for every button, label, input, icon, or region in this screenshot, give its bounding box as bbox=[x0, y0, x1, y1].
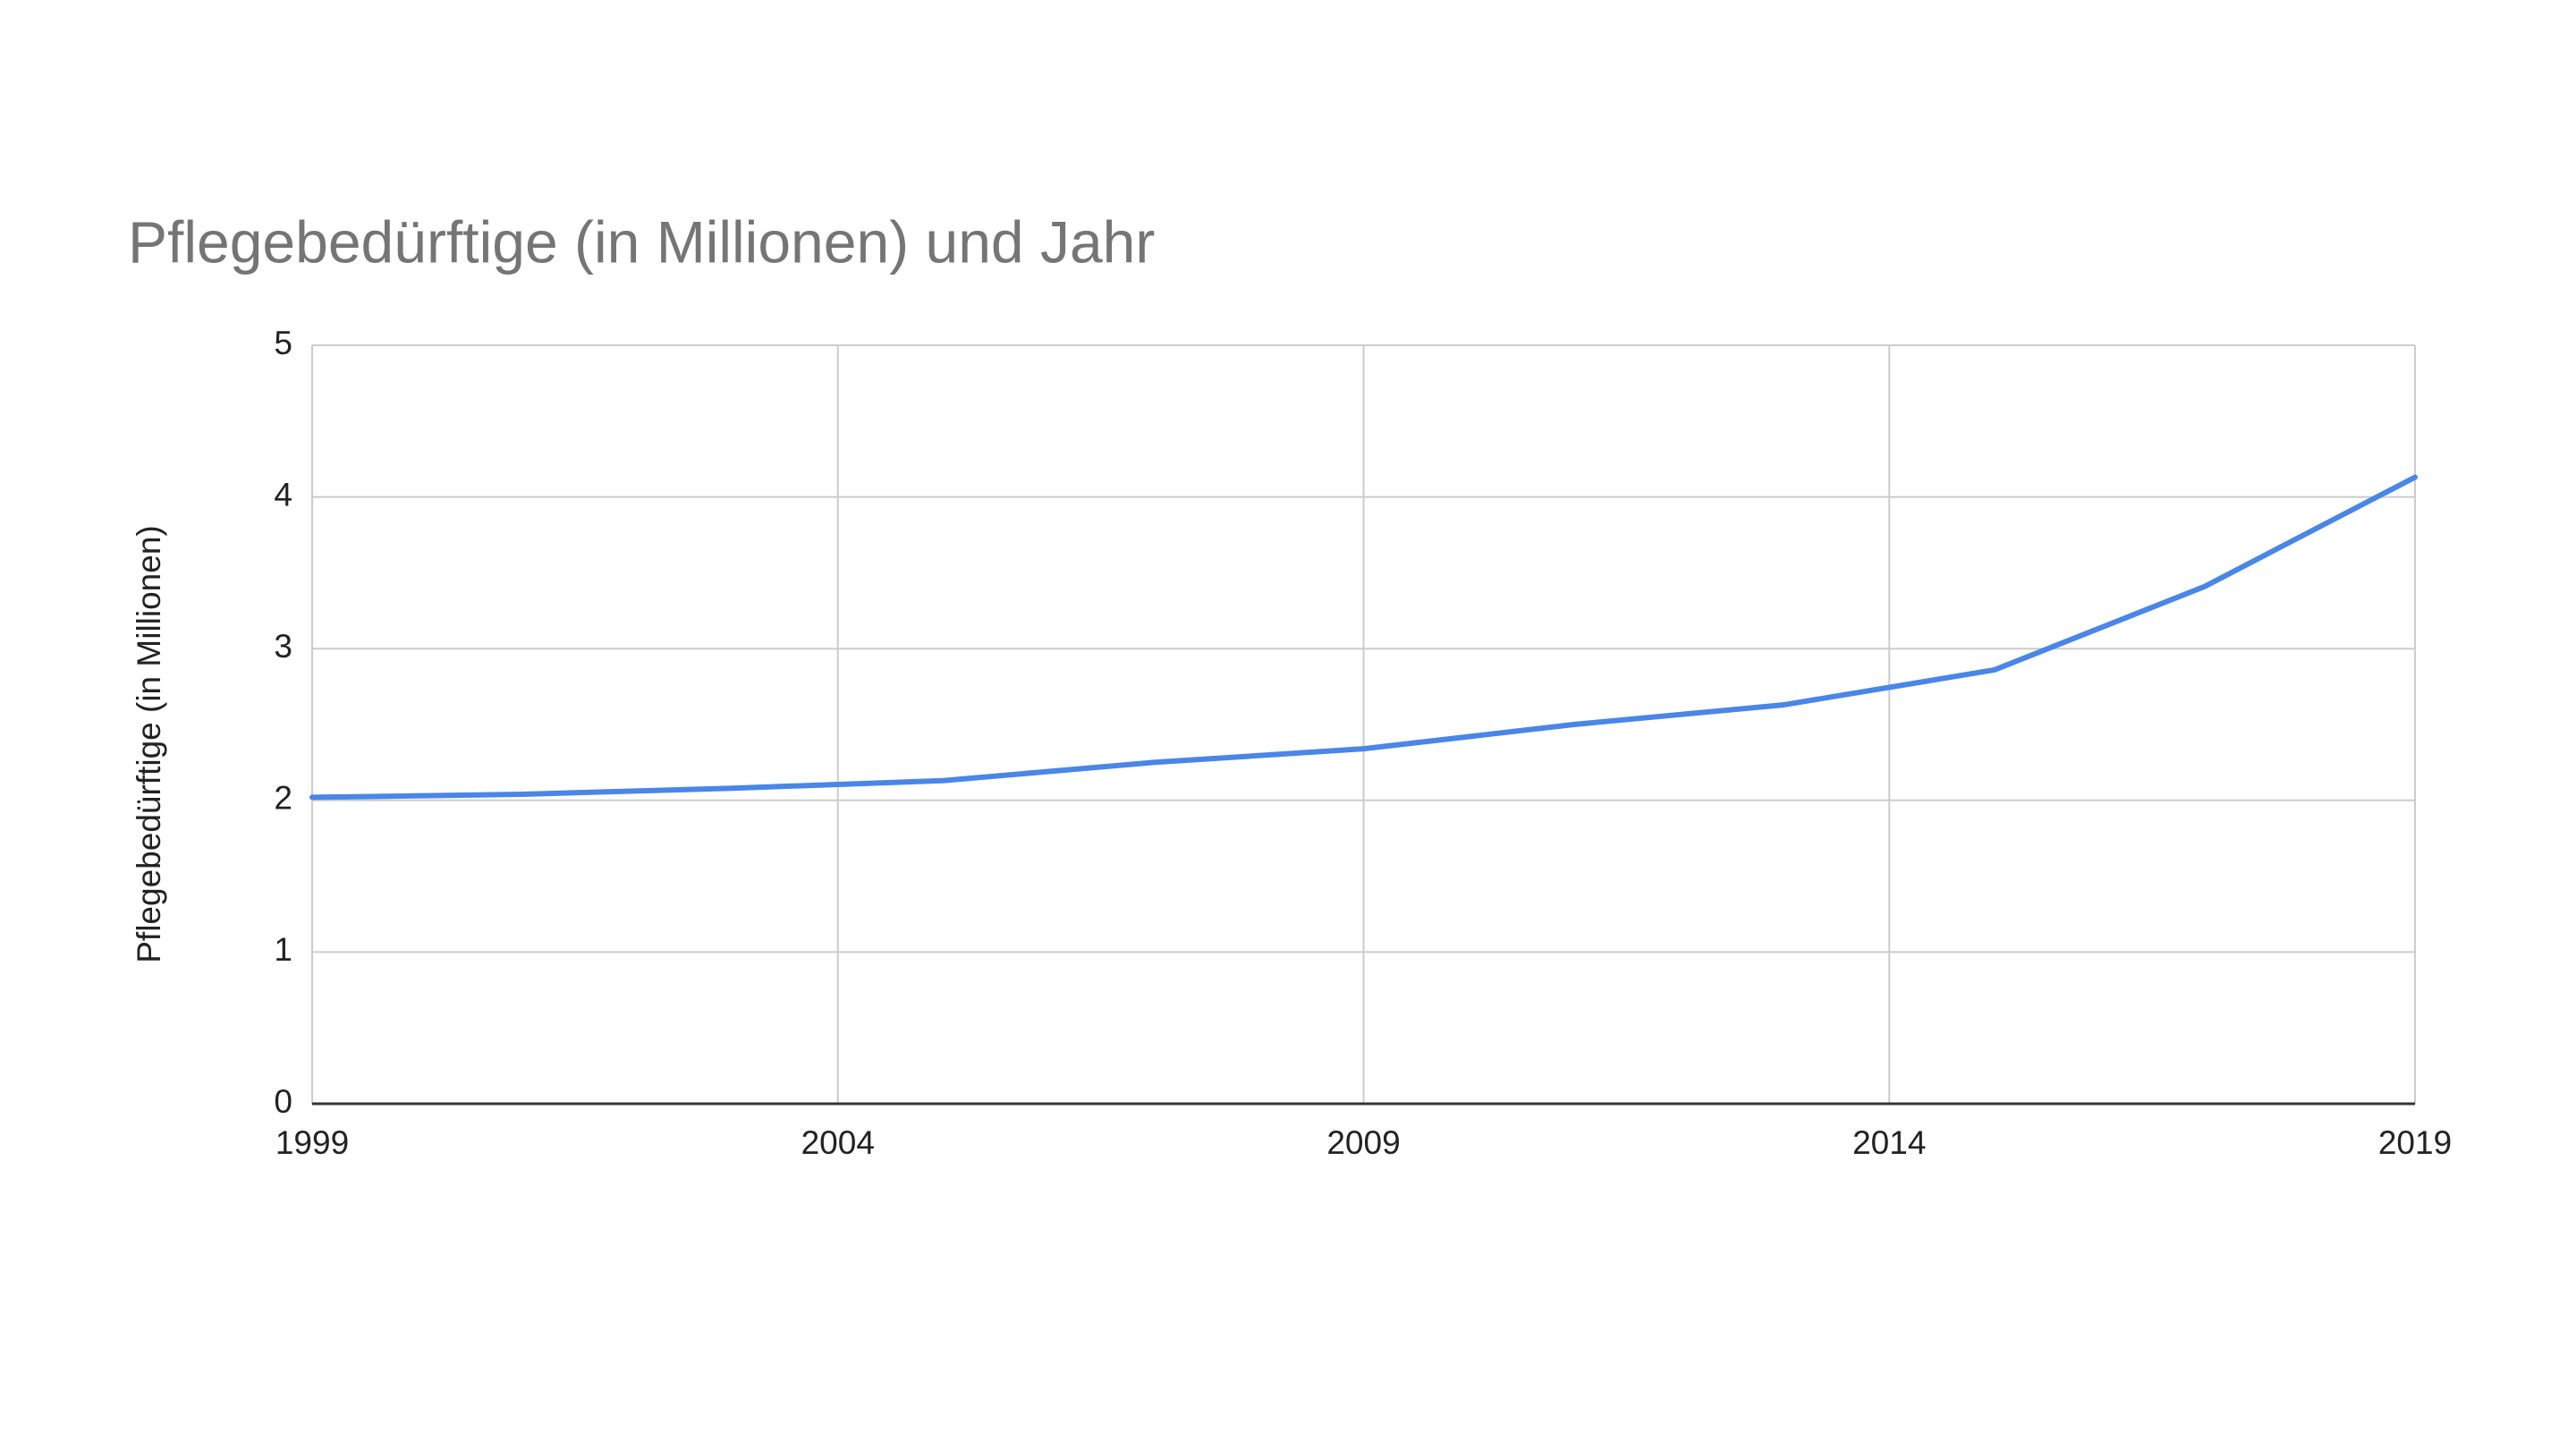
chart-title: Pflegebedürftige (in Millionen) und Jahr bbox=[128, 208, 1155, 275]
y-tick-label: 1 bbox=[274, 931, 292, 968]
x-tick-label: 1999 bbox=[275, 1124, 349, 1161]
x-tick-label: 2014 bbox=[1852, 1124, 1926, 1161]
y-tick-label: 3 bbox=[274, 628, 292, 665]
y-tick-label: 4 bbox=[274, 476, 292, 513]
data-line bbox=[309, 474, 2418, 801]
x-tick-label: 2004 bbox=[801, 1124, 875, 1161]
y-tick-label: 0 bbox=[274, 1083, 292, 1120]
y-axis-label: Pflegebedürftige (in Millionen) bbox=[131, 525, 167, 963]
x-tick-label: 2019 bbox=[2378, 1124, 2452, 1161]
y-tick-label: 2 bbox=[274, 780, 292, 817]
x-tick-label: 2009 bbox=[1326, 1124, 1400, 1161]
y-tick-label: 5 bbox=[274, 325, 292, 361]
